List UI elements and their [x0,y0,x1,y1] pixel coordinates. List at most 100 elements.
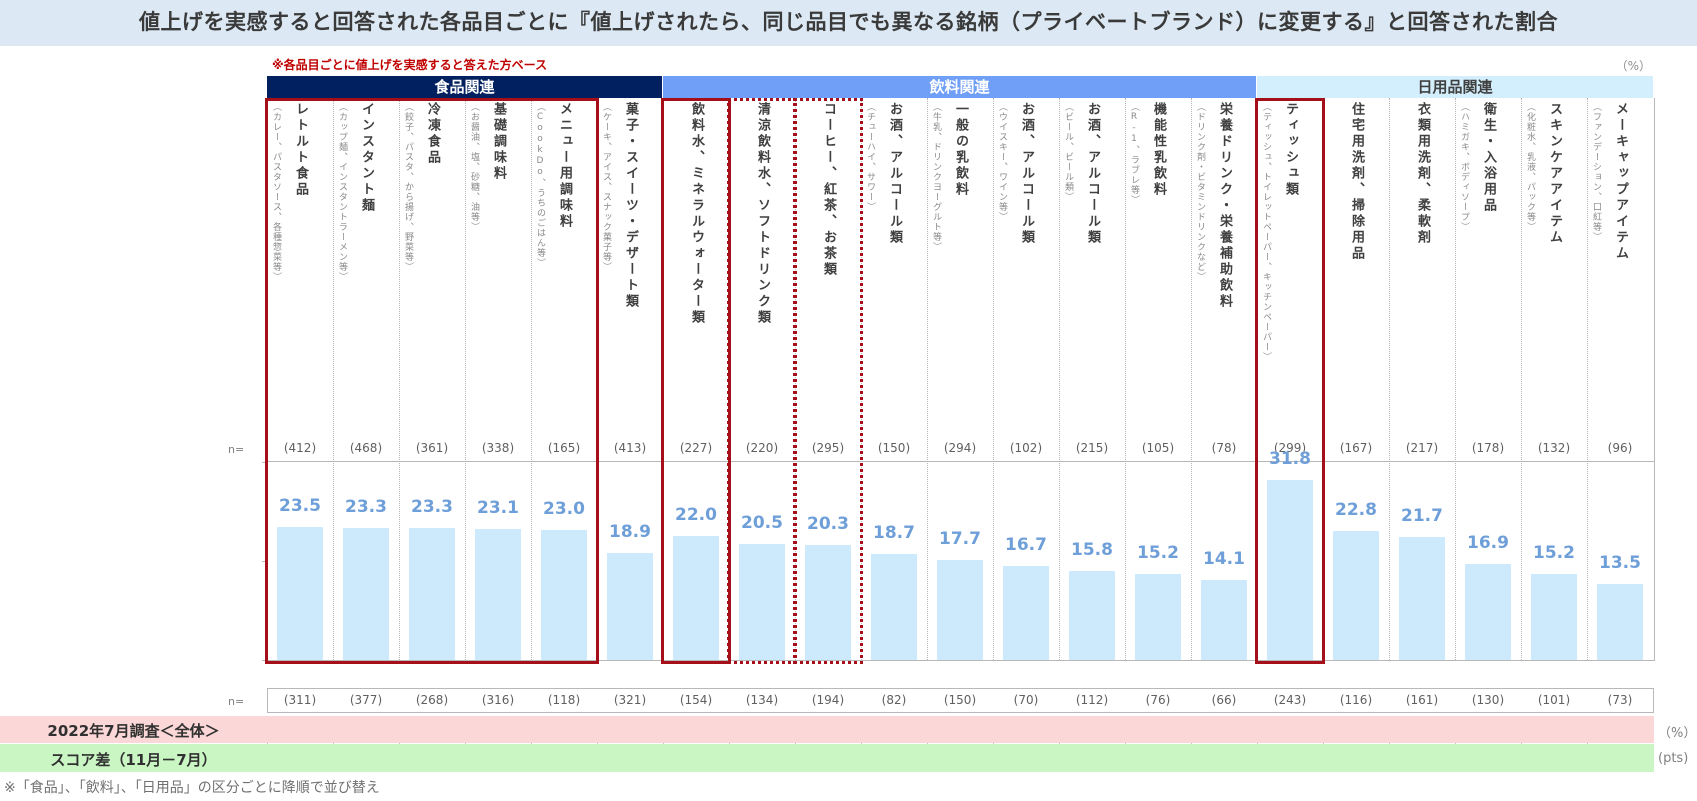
bar [1201,580,1247,660]
sample-size: (468) [349,441,383,455]
column-divider [1521,98,1522,660]
bar-value-label: 31.8 [1269,449,1311,470]
sample-size-2022: (150) [943,693,977,707]
bar [1267,480,1313,660]
item-subtitle: （ハミガキ、ボディソープ） [1459,102,1469,232]
item-subtitle: （チューハイ、サワー） [865,102,875,212]
bar-value-label: 15.2 [1533,543,1575,563]
sample-size: (96) [1607,441,1633,455]
bar-value-label: 23.3 [411,497,453,518]
highlight-box [1255,98,1325,664]
sample-size: (227) [679,441,713,455]
bar [1399,537,1445,660]
item-name: 衣類用洗剤、柔軟剤 [1415,102,1430,246]
item-subtitle: （化粧水、乳液、パック等） [1525,102,1535,232]
highlight-box [793,98,863,664]
y-axis-tick [262,660,267,661]
item-name: コーヒー、紅茶、お茶類 [821,102,836,278]
row-score-unit: (pts) [1658,751,1689,766]
header-separator [267,461,1654,462]
sample-size-2022: (321) [613,693,647,707]
page-title: 値上げを実感すると回答された各品目ごとに『値上げされたら、同じ品目でも異なる銘柄… [0,0,1697,46]
sample-size: (294) [943,441,977,455]
sample-size-2022: (73) [1607,693,1633,707]
column-divider [1587,98,1588,660]
sample-size-2022: (130) [1471,693,1505,707]
bar-value-label: 22.8 [1335,500,1377,521]
item-subtitle: （カップ麺、インスタントラーメン等） [337,102,347,282]
bar-value-label: 23.1 [477,498,519,519]
bar-value-label: 20.3 [807,514,849,535]
item-name: インスタント麺 [359,102,374,214]
item-name: 住宅用洗剤、掃除用品 [1349,102,1364,262]
base-note: ※各品目ごとに値上げを実感すると答えた方ベース [272,58,548,72]
item-name: レトルト食品 [293,102,308,198]
sample-size: (78) [1211,441,1237,455]
highlight-box [661,98,731,664]
bar-value-label: 20.5 [741,513,783,534]
bar-value-label: 23.0 [543,498,585,519]
group-header-daily: 日用品関連 [1257,76,1653,98]
bar-value-label: 16.7 [1005,534,1047,555]
column-divider [1125,98,1126,660]
item-name: メーキャップアイテム [1613,102,1628,262]
column-divider [333,98,334,660]
bar-value-label: 23.3 [345,497,387,518]
item-subtitle: （ケーキ、アイス、スナック菓子等） [601,102,611,272]
sample-size-2022: (377) [349,693,383,707]
bar [541,529,587,660]
bar-value-label: 15.8 [1071,539,1113,560]
sample-size: (299) [1273,441,1307,455]
item-subtitle: （R-1、ラブレ等） [1129,102,1139,205]
sample-size: (412) [283,441,317,455]
item-name: 機能性乳飲料 [1151,102,1166,198]
sample-size: (413) [613,441,647,455]
sample-size-2022: (66) [1211,693,1237,707]
item-name: メニュー用調味料 [557,102,572,230]
bar [871,554,917,660]
item-subtitle: （ビール、ビール類） [1063,102,1073,202]
sample-size-2022: (82) [881,693,907,707]
bar [1003,565,1049,660]
bar-value-label: 23.5 [279,496,321,517]
item-name: お酒、アルコール類 [1085,102,1100,246]
item-name: 冷凍食品 [425,102,440,166]
highlight-box [727,98,797,664]
column-divider [1191,98,1192,660]
sample-size-2022: (161) [1405,693,1439,707]
item-name: スキンケアアイテム [1547,102,1562,246]
column-divider [465,98,466,660]
bar-value-label: 15.2 [1137,543,1179,563]
sample-size-2022: (154) [679,693,713,707]
bar [607,553,653,660]
highlight-box [265,98,599,664]
column-divider [1455,98,1456,660]
sample-size: (132) [1537,441,1571,455]
bar [277,527,323,660]
column-divider [1389,98,1390,660]
sample-size-2022: (76) [1145,693,1171,707]
sample-size: (338) [481,441,515,455]
item-name: 飲料水、ミネラルウォーター類 [689,102,704,326]
column-divider [399,98,400,660]
item-name: お酒、アルコール類 [887,102,902,246]
bar [1531,574,1577,660]
item-subtitle: （お醤油、塩、砂糖、油等） [469,102,479,232]
percent-unit-label: （%） [1615,59,1651,73]
bar [739,544,785,660]
footnote: ※「食品」、「飲料」、「日用品」の区分ごとに降順で並び替え [4,780,380,796]
sample-size-2022: (311) [283,693,317,707]
sample-size-2022: (112) [1075,693,1109,707]
sample-size-2022: (118) [547,693,581,707]
bar [1135,574,1181,660]
bar [343,528,389,660]
bar [805,545,851,660]
sample-size: (295) [811,441,845,455]
column-divider [993,98,994,660]
item-name: お酒、アルコール類 [1019,102,1034,246]
sample-size-2022: (134) [745,693,779,707]
item-subtitle: （カレー、パスタソース、各種惣菜等） [271,102,281,282]
item-name: 栄養ドリンク・栄養補助飲料 [1217,102,1232,310]
sample-size-2022: (194) [811,693,845,707]
sample-size-2022: (316) [481,693,515,707]
